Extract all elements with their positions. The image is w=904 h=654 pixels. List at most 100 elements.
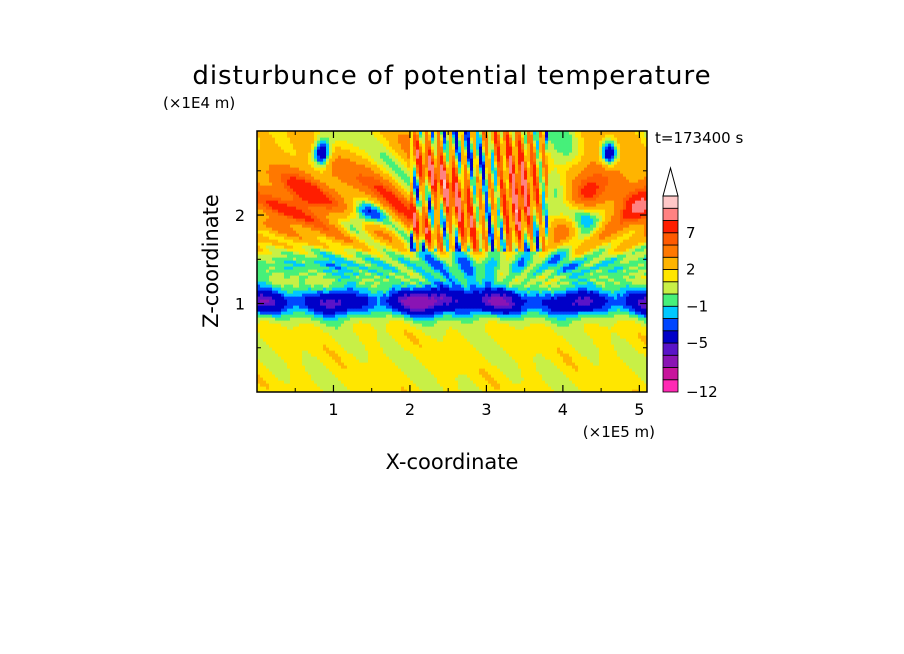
contour-cell <box>374 287 378 291</box>
contour-cell <box>332 296 336 300</box>
contour-cell <box>356 347 360 351</box>
contour-cell <box>317 362 321 366</box>
contour-cell <box>515 386 519 390</box>
contour-cell <box>593 299 597 303</box>
contour-cell <box>395 353 399 357</box>
contour-cell <box>518 350 522 354</box>
contour-cell <box>329 353 333 357</box>
contour-cell <box>461 380 465 384</box>
contour-cell <box>605 284 609 288</box>
contour-cell <box>446 380 450 384</box>
contour-cell <box>350 347 354 351</box>
contour-cell <box>437 368 441 372</box>
contour-cell <box>590 329 594 333</box>
contour-cell <box>266 380 270 384</box>
contour-cell <box>449 344 453 348</box>
contour-cell <box>608 350 612 354</box>
contour-cell <box>440 278 444 282</box>
contour-cell <box>341 356 345 360</box>
contour-cell <box>368 281 372 285</box>
contour-cell <box>545 377 549 381</box>
contour-cell <box>371 359 375 363</box>
contour-cell <box>536 305 540 309</box>
contour-cell <box>467 365 471 369</box>
contour-cell <box>554 353 558 357</box>
contour-cell <box>302 380 306 384</box>
contour-cell <box>593 380 597 384</box>
contour-cell <box>584 344 588 348</box>
contour-cell <box>419 302 423 306</box>
contour-cell <box>305 317 309 321</box>
contour-cell <box>632 356 636 360</box>
contour-cell <box>419 281 423 285</box>
contour-cell <box>278 356 282 360</box>
contour-cell <box>563 278 567 282</box>
contour-cell <box>449 371 453 375</box>
contour-cell <box>341 320 345 324</box>
contour-cell <box>509 305 513 309</box>
contour-cell <box>470 296 474 300</box>
contour-cell <box>485 353 489 357</box>
contour-cell <box>329 341 333 345</box>
contour-cell <box>581 338 585 342</box>
contour-cell <box>488 287 492 291</box>
contour-cell <box>611 338 615 342</box>
contour-cell <box>359 323 363 327</box>
contour-cell <box>554 365 558 369</box>
contour-cell <box>320 386 324 390</box>
contour-cell <box>257 383 261 387</box>
contour-cell <box>389 326 393 330</box>
contour-cell <box>515 290 519 294</box>
contour-cell <box>281 380 285 384</box>
contour-cell <box>473 365 477 369</box>
contour-cell <box>416 290 420 294</box>
contour-cell <box>380 332 384 336</box>
contour-cell <box>332 299 336 303</box>
contour-cell <box>326 350 330 354</box>
contour-cell <box>443 347 447 351</box>
contour-cell <box>416 275 420 279</box>
contour-cell <box>530 386 534 390</box>
contour-cell <box>386 365 390 369</box>
contour-cell <box>527 281 531 285</box>
contour-cell <box>641 356 645 360</box>
contour-cell <box>398 314 402 318</box>
contour-cell <box>506 344 510 348</box>
contour-cell <box>458 335 462 339</box>
contour-cell <box>587 308 591 312</box>
contour-cell <box>317 380 321 384</box>
contour-cell <box>467 278 471 282</box>
contour-cell <box>335 368 339 372</box>
contour-cell <box>437 296 441 300</box>
contour-cell <box>356 368 360 372</box>
contour-cell <box>494 302 498 306</box>
contour-cell <box>575 386 579 390</box>
contour-cell <box>446 284 450 288</box>
contour-cell <box>629 344 633 348</box>
contour-cell <box>476 350 480 354</box>
contour-cell <box>416 326 420 330</box>
contour-cell <box>299 275 303 279</box>
contour-cell <box>404 284 408 288</box>
contour-cell <box>560 341 564 345</box>
contour-cell <box>638 332 642 336</box>
contour-cell <box>596 347 600 351</box>
contour-cell <box>371 332 375 336</box>
contour-cell <box>281 308 285 312</box>
contour-cell <box>431 386 435 390</box>
contour-cell <box>626 374 630 378</box>
contour-cell <box>281 311 285 315</box>
contour-cell <box>473 371 477 375</box>
contour-cell <box>638 365 642 369</box>
contour-cell <box>551 305 555 309</box>
contour-cell <box>368 353 372 357</box>
contour-cell <box>632 332 636 336</box>
contour-cell <box>401 284 405 288</box>
contour-cell <box>371 311 375 315</box>
contour-cell <box>575 314 579 318</box>
contour-cell <box>593 377 597 381</box>
contour-cell <box>395 356 399 360</box>
contour-cell <box>302 293 306 297</box>
contour-cell <box>386 374 390 378</box>
contour-cell <box>362 308 366 312</box>
